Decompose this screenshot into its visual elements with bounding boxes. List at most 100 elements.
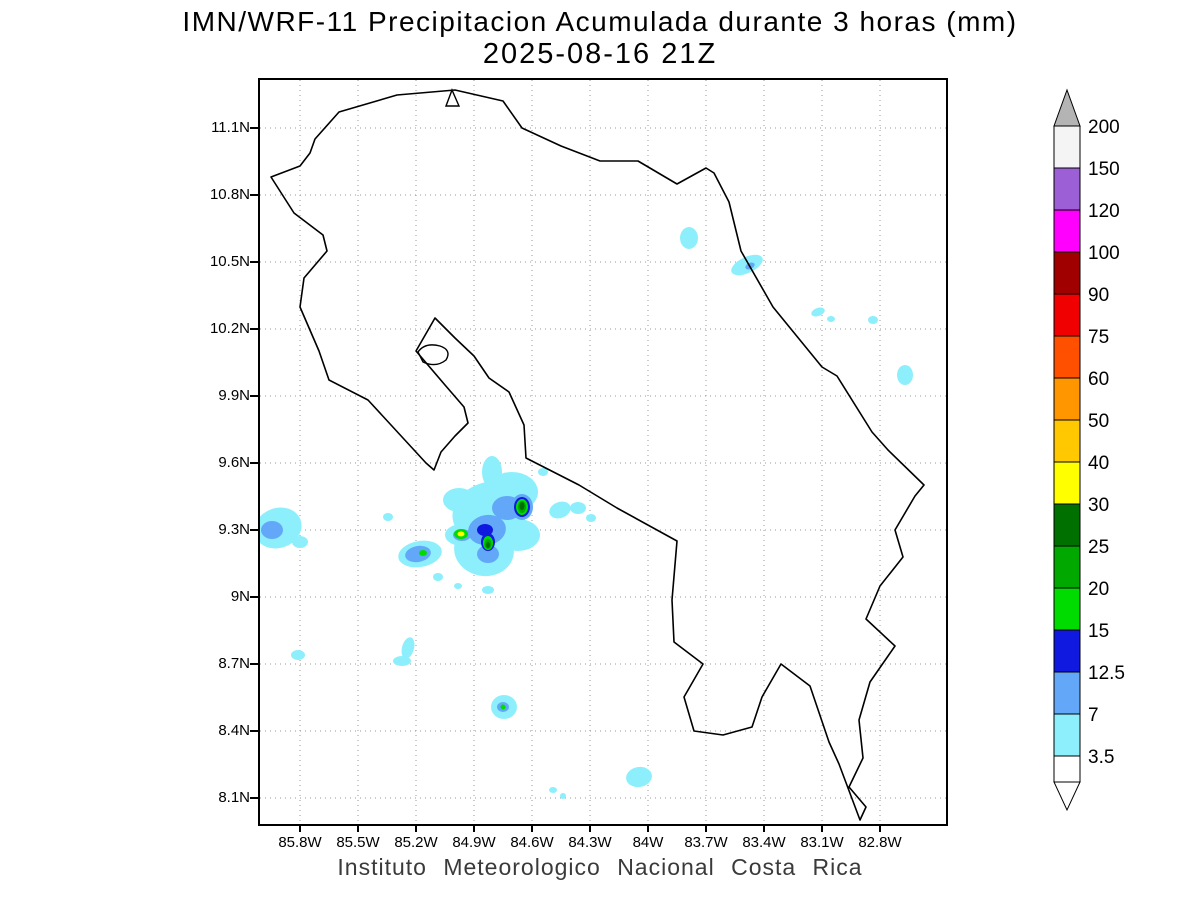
colorbar-label: 75 — [1088, 327, 1109, 348]
colorbar-label: 100 — [1088, 243, 1120, 264]
colorbar-segment — [1053, 209, 1081, 253]
lon-tick-mark — [473, 824, 475, 832]
lon-tick-label: 85.2W — [394, 834, 438, 851]
lon-tick-mark — [879, 824, 881, 832]
lat-tick-mark — [250, 797, 258, 799]
colorbar-segment — [1053, 377, 1081, 421]
footer-credit: Instituto Meteorologico Nacional Costa R… — [337, 854, 863, 880]
colorbar-segment — [1053, 503, 1081, 547]
precip-blob — [261, 521, 283, 539]
colorbar-segment — [1053, 587, 1081, 631]
colorbar-label: 200 — [1088, 117, 1120, 138]
colorbar-segment — [1053, 251, 1081, 295]
precip-blob — [454, 583, 462, 589]
precip-blob — [292, 536, 308, 548]
lon-tick-label: 83.4W — [742, 834, 786, 851]
lon-tick-label: 84W — [632, 834, 664, 851]
lon-tick-label: 85.8W — [278, 834, 322, 851]
costa-rica-coastline — [270, 89, 925, 821]
precip-blob — [538, 468, 548, 476]
lon-tick-mark — [589, 824, 591, 832]
precip-blob — [393, 656, 411, 666]
colorbar-segment — [1053, 167, 1081, 211]
precip-blob — [401, 637, 415, 659]
lat-tick-label: 9.6N — [218, 454, 250, 471]
precip-blob — [433, 573, 443, 581]
colorbar-arrow-up — [1053, 88, 1081, 127]
colorbar-segment — [1053, 629, 1081, 673]
lon-tick-mark — [647, 824, 649, 832]
precip-blob — [560, 793, 566, 799]
colorbar-segment — [1053, 293, 1081, 337]
colorbar-label: 150 — [1088, 159, 1120, 180]
lat-tick-label: 9.9N — [218, 387, 250, 404]
lat-tick-mark — [250, 663, 258, 665]
map-plot-area — [258, 78, 948, 826]
precip-blob — [519, 502, 525, 510]
lon-tick-mark — [705, 824, 707, 832]
precip-blob — [405, 545, 431, 563]
colorbar-label: 40 — [1088, 453, 1109, 474]
lat-tick-mark — [250, 395, 258, 397]
colorbar-label: 50 — [1088, 411, 1109, 432]
colorbar-segment — [1053, 755, 1081, 783]
precip-blob — [291, 650, 305, 660]
colorbar-label: 3.5 — [1088, 747, 1114, 768]
colorbar-label: 30 — [1088, 495, 1109, 516]
lon-tick-mark — [763, 824, 765, 832]
colorbar-segment — [1053, 545, 1081, 589]
colorbar-label: 15 — [1088, 621, 1109, 642]
colorbar-segment — [1053, 335, 1081, 379]
lon-tick-label: 84.3W — [568, 834, 612, 851]
chira-island-outline — [417, 344, 449, 366]
precip-blob — [457, 531, 465, 537]
colorbar-canvas: 200 150 120 100 90 75 60 50 40 30 25 20 15 12.5 7 3.5 — [1053, 88, 1125, 812]
lon-tick-mark — [299, 824, 301, 832]
colorbar-legend: 200 150 120 100 90 75 60 50 40 30 25 20 15 12.5 7 3.5 — [1040, 84, 1180, 834]
lon-tick-label: 84.9W — [452, 834, 496, 851]
gridlines — [260, 80, 946, 824]
lat-tick-label: 8.4N — [218, 722, 250, 739]
lon-tick-label: 82.8W — [858, 834, 902, 851]
lon-tick-mark — [821, 824, 823, 832]
precip-blob — [549, 787, 557, 793]
lat-tick-label: 8.1N — [218, 789, 250, 806]
lat-tick-label: 10.2N — [209, 320, 250, 337]
lat-tick-mark — [250, 529, 258, 531]
lat-tick-mark — [250, 596, 258, 598]
lon-tick-mark — [531, 824, 533, 832]
lon-tick-label: 84.6W — [510, 834, 554, 851]
colorbar-segment — [1053, 461, 1081, 505]
map-title: IMN/WRF-11 Precipitacion Acumulada duran… — [182, 6, 1018, 37]
colorbar-label: 25 — [1088, 537, 1109, 558]
lat-tick-label: 10.5N — [209, 253, 250, 270]
precip-blob — [477, 524, 493, 536]
lon-tick-mark — [357, 824, 359, 832]
precip-blob — [500, 704, 506, 710]
lat-tick-mark — [250, 261, 258, 263]
colorbar-label: 60 — [1088, 369, 1109, 390]
colorbar-label: 7 — [1088, 705, 1099, 726]
precip-blob — [868, 316, 878, 324]
lon-tick-label: 83.7W — [684, 834, 728, 851]
lat-tick-mark — [250, 194, 258, 196]
lon-tick-label: 83.1W — [800, 834, 844, 851]
precip-blob — [570, 502, 586, 514]
colorbar-label: 12.5 — [1088, 663, 1125, 684]
map-valid-time: 2025-08-16 21Z — [482, 38, 718, 70]
colorbar-label: 90 — [1088, 285, 1109, 306]
lat-tick-mark — [250, 127, 258, 129]
precip-blob — [897, 365, 913, 385]
colorbar-label: 120 — [1088, 201, 1120, 222]
precip-blob — [811, 307, 825, 317]
colorbar-segment — [1053, 419, 1081, 463]
precip-blob — [680, 227, 698, 249]
precip-blob — [626, 766, 652, 788]
lat-tick-label: 10.8N — [209, 186, 250, 203]
lat-tick-label: 9.3N — [218, 521, 250, 538]
precip-blob — [419, 550, 427, 556]
colorbar-arrow-down — [1053, 781, 1081, 812]
precip-blob — [586, 514, 596, 522]
precipitation-blobs — [260, 227, 913, 799]
